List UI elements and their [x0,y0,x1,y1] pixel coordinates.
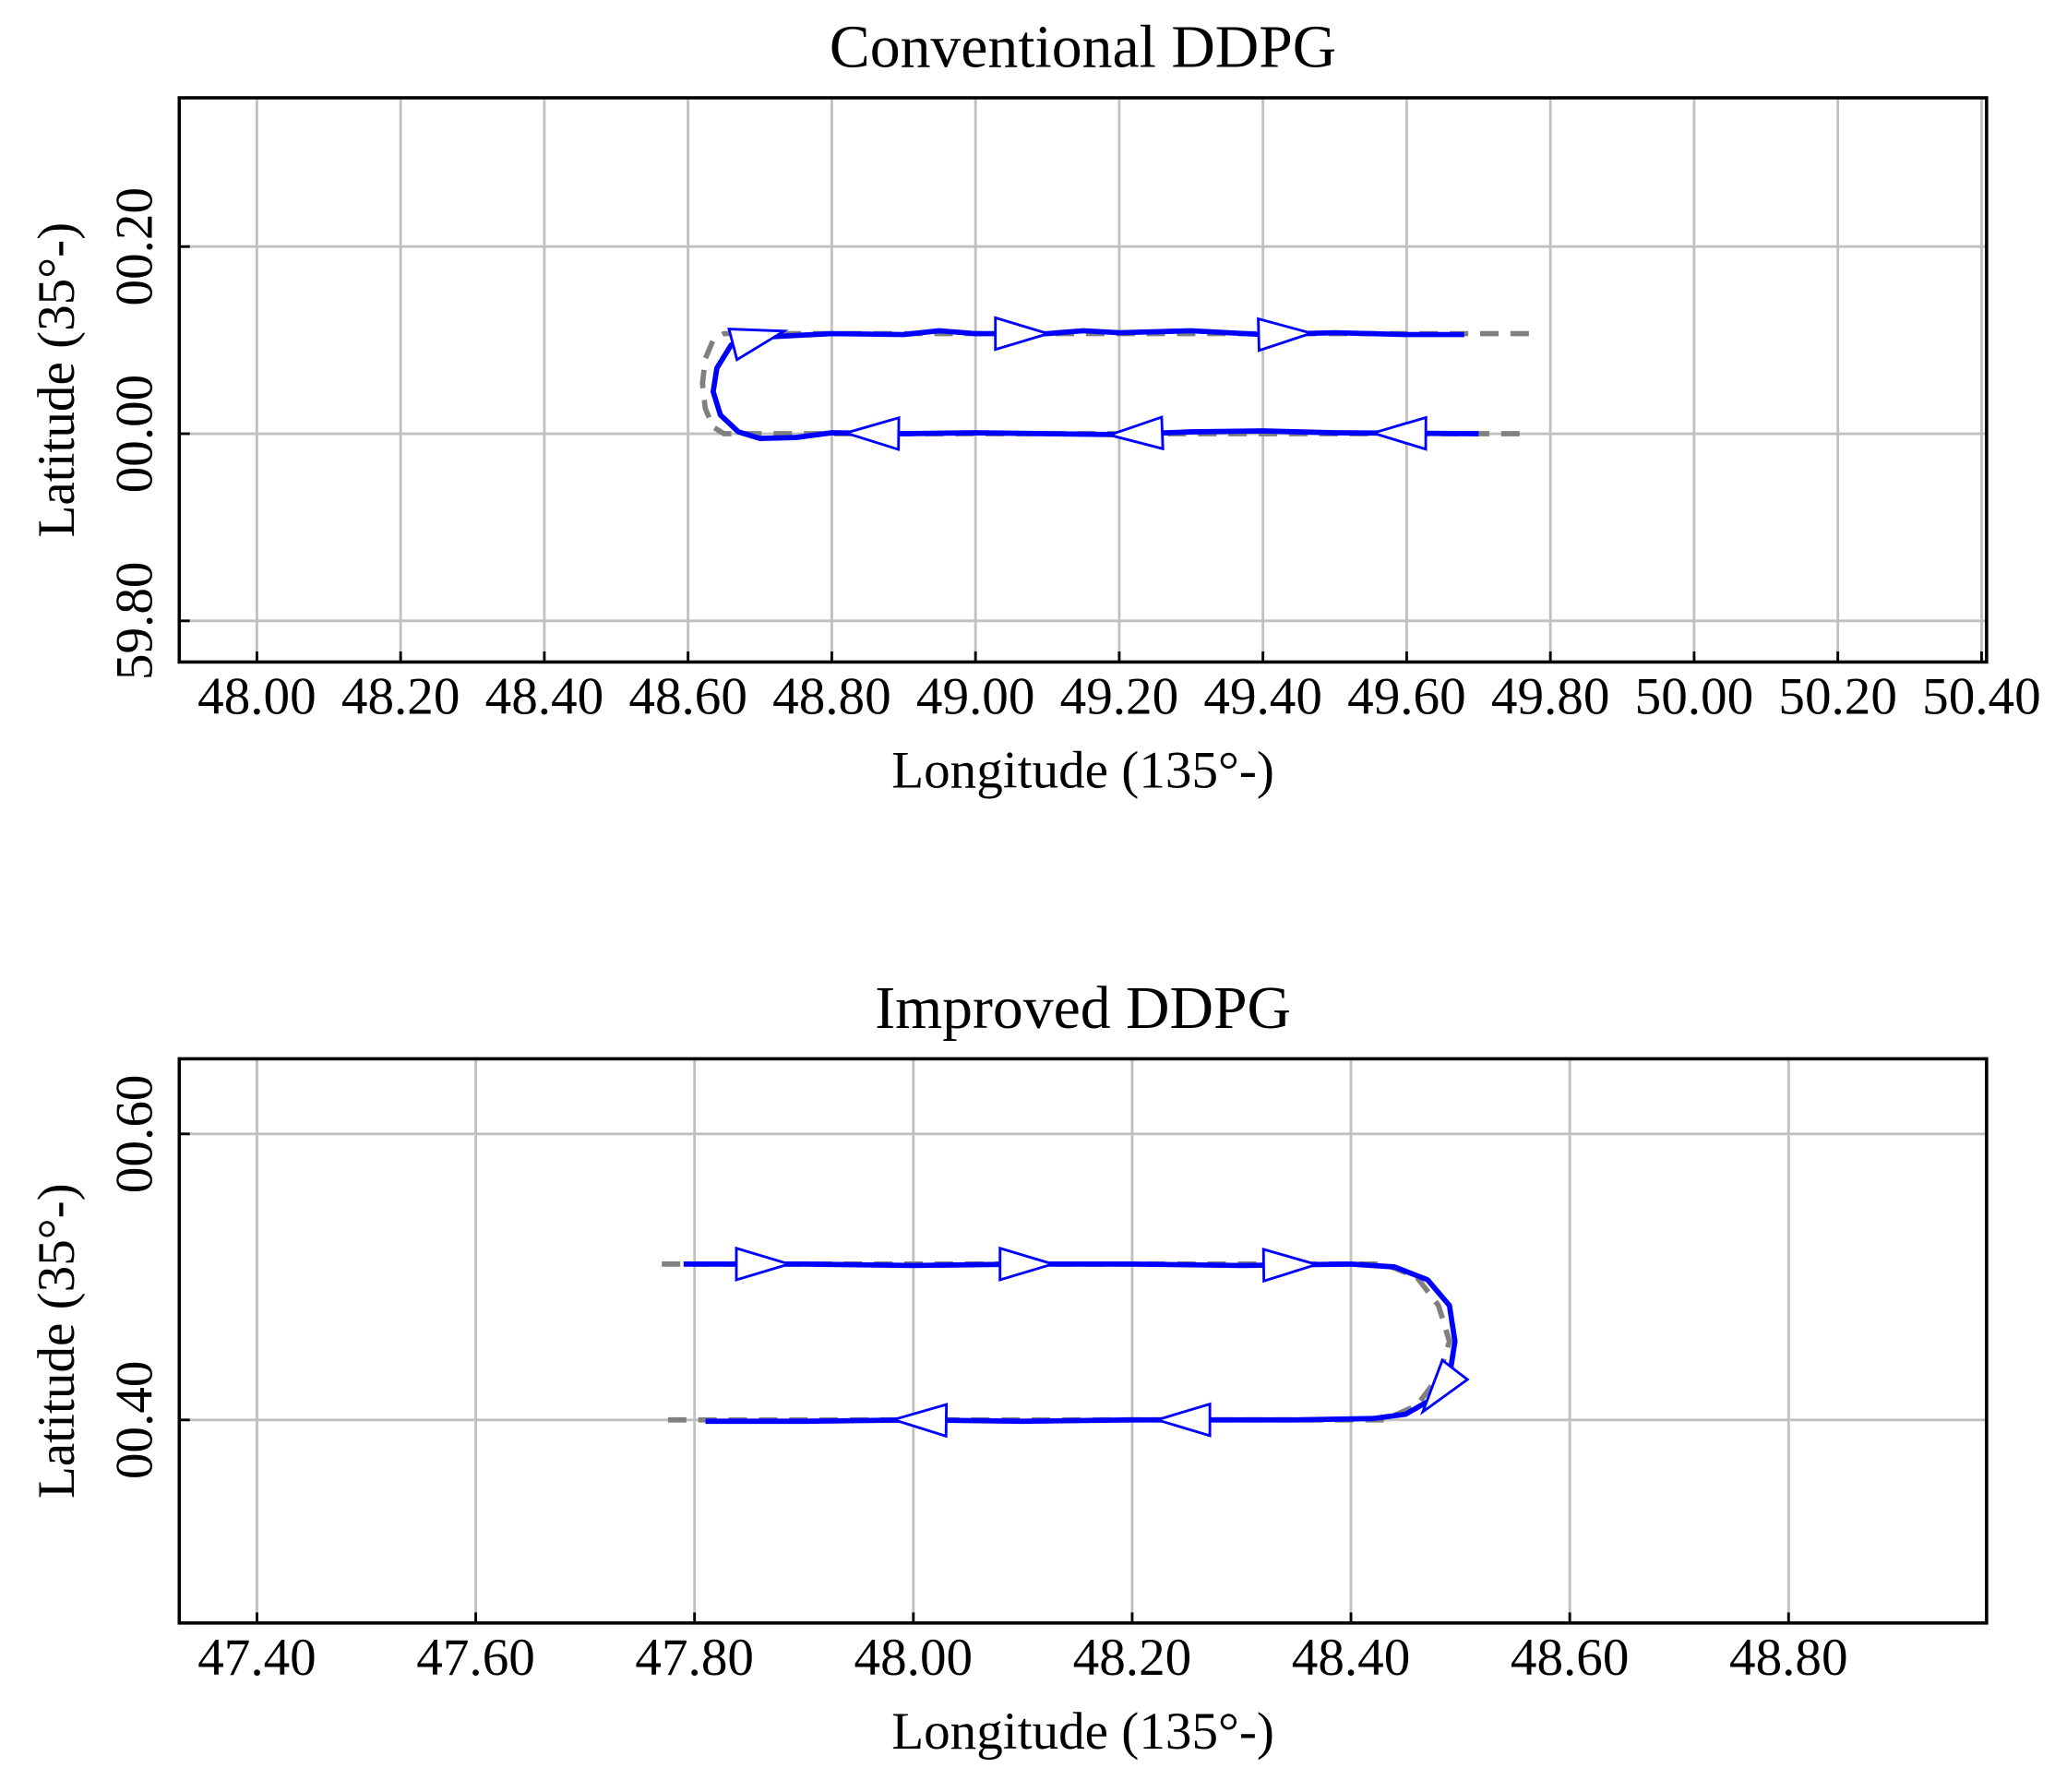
direction-arrow [1368,415,1428,451]
x-tick-label: 49.60 [1347,667,1466,725]
x-axis-label: Longitude (135°-) [891,1702,1274,1761]
trajectory-line [699,330,1529,436]
direction-arrow [1105,415,1165,451]
direction-arrow [841,415,901,451]
x-tick-label: 47.40 [197,1629,317,1687]
y-axis-label: Latitude (35°-) [28,1183,86,1499]
trajectory-line [662,1261,1452,1423]
chart: Conventional DDPG 48.00 48.20 48.40 48.60 48.… [28,14,2040,800]
y-tick-label: 00.00 [106,375,164,494]
x-tick-label: 48.00 [197,667,317,725]
direction-arrow [998,1246,1057,1282]
direction-arrow [727,328,789,363]
trajectory-line [683,1261,1458,1425]
direction-arrow [889,1403,949,1439]
x-tick-label: 49.20 [1060,667,1179,725]
x-tick-label: 48.20 [1073,1629,1192,1687]
x-tick-label: 47.80 [635,1629,754,1687]
x-tick-label: 48.80 [772,667,891,725]
x-tick-label: 50.40 [1922,667,2041,725]
y-tick-label: 00.40 [106,1361,164,1480]
x-tick-label: 48.80 [1729,1629,1848,1687]
direction-arrow [994,316,1053,352]
x-tick-label: 50.20 [1778,667,1897,725]
x-tick-label: 49.00 [916,667,1035,725]
plot-frame [177,96,1989,664]
x-tick-label: 50.00 [1635,667,1754,725]
x-tick-label: 48.20 [341,667,460,725]
direction-arrow [1257,317,1317,352]
x-tick-label: 47.60 [416,1629,535,1687]
direction-arrow [735,1246,795,1282]
y-tick-label: 59.80 [106,562,164,681]
chart-title: Improved DDPG [875,974,1291,1042]
y-tick-label: 00.60 [106,1075,164,1194]
x-tick-label: 48.60 [628,667,747,725]
chart: Improved DDPG 47.40 47.60 47.80 48.00 48.20 48… [28,974,1989,1761]
x-tick-label: 48.40 [485,667,604,725]
x-axis-label: Longitude (135°-) [891,741,1274,799]
x-tick-label: 49.80 [1491,667,1610,725]
x-tick-label: 49.40 [1203,667,1322,725]
chart-title: Conventional DDPG [830,14,1336,81]
direction-arrow [1153,1402,1212,1438]
x-tick-label: 48.60 [1511,1629,1630,1687]
y-axis-label: Latitude (35°-) [28,222,86,538]
x-tick-label: 48.00 [854,1629,974,1687]
trajectory-line [711,328,1479,441]
x-tick-label: 48.40 [1292,1629,1411,1687]
y-tick-label: 00.20 [106,187,164,306]
plot-frame [177,1057,1989,1625]
direction-arrow [1261,1248,1321,1284]
direction-arrow [1419,1357,1470,1416]
